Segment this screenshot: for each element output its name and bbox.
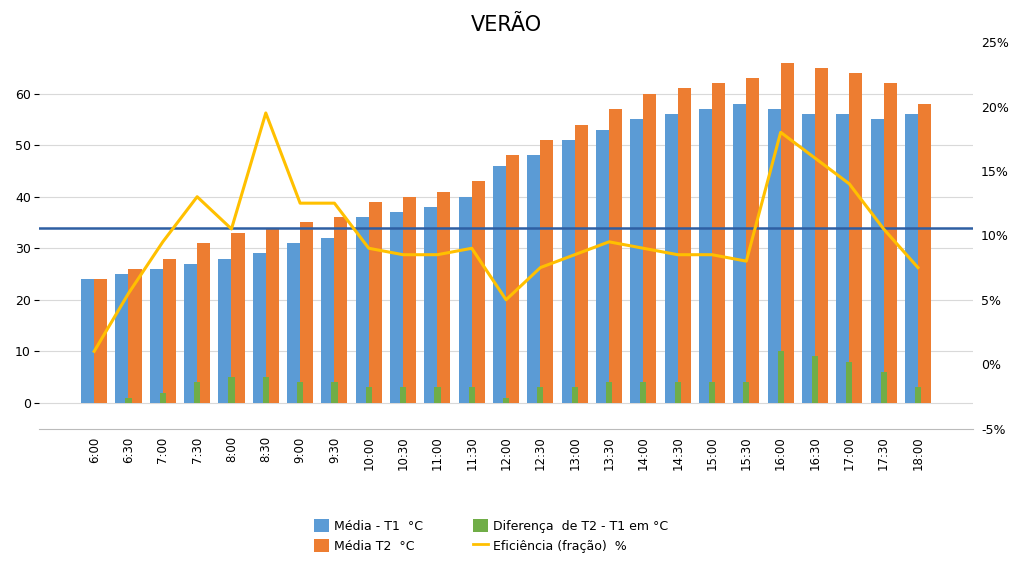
Bar xyxy=(884,83,897,403)
Bar xyxy=(918,104,931,403)
Bar xyxy=(743,382,750,403)
Bar xyxy=(506,156,519,403)
Bar xyxy=(777,351,783,403)
Bar xyxy=(643,94,656,403)
Bar xyxy=(815,68,828,403)
Bar xyxy=(403,197,416,403)
Bar xyxy=(297,382,303,403)
Bar xyxy=(437,192,451,403)
Bar xyxy=(609,109,622,403)
Bar xyxy=(870,120,884,403)
Bar xyxy=(606,382,612,403)
Bar xyxy=(390,212,403,403)
Bar xyxy=(424,207,437,403)
Bar xyxy=(574,125,588,403)
Bar xyxy=(538,387,544,403)
Bar xyxy=(228,377,234,403)
Bar xyxy=(914,387,921,403)
Bar xyxy=(125,398,132,403)
Bar xyxy=(287,243,300,403)
Bar xyxy=(733,104,746,403)
Bar xyxy=(493,166,506,403)
Bar xyxy=(263,377,269,403)
Bar xyxy=(469,387,475,403)
Bar xyxy=(905,114,918,403)
Title: VERÃO: VERÃO xyxy=(470,15,542,35)
Bar xyxy=(335,217,347,403)
Bar xyxy=(596,130,609,403)
Bar xyxy=(253,253,266,403)
Bar xyxy=(160,393,166,403)
Bar xyxy=(369,202,382,403)
Bar xyxy=(881,372,887,403)
Bar xyxy=(837,114,849,403)
Bar xyxy=(699,109,712,403)
Bar xyxy=(631,120,643,403)
Bar xyxy=(675,382,681,403)
Bar xyxy=(768,109,780,403)
Bar xyxy=(300,222,313,403)
Bar xyxy=(541,140,553,403)
Bar xyxy=(459,197,472,403)
Bar xyxy=(527,156,541,403)
Bar xyxy=(434,387,440,403)
Bar xyxy=(163,258,176,403)
Bar xyxy=(366,387,372,403)
Bar xyxy=(503,398,509,403)
Bar xyxy=(562,140,574,403)
Bar xyxy=(128,269,141,403)
Bar xyxy=(198,243,210,403)
Bar xyxy=(640,382,646,403)
Bar xyxy=(266,228,279,403)
Bar xyxy=(571,387,578,403)
Bar xyxy=(780,63,794,403)
Bar xyxy=(195,382,201,403)
Bar xyxy=(812,356,818,403)
Bar xyxy=(94,279,108,403)
Bar xyxy=(184,264,198,403)
Bar xyxy=(802,114,815,403)
Bar xyxy=(231,233,245,403)
Bar xyxy=(218,258,231,403)
Bar xyxy=(665,114,678,403)
Bar xyxy=(355,217,369,403)
Bar xyxy=(709,382,715,403)
Bar xyxy=(150,269,163,403)
Bar xyxy=(322,238,335,403)
Bar xyxy=(746,78,760,403)
Bar xyxy=(332,382,338,403)
Bar xyxy=(849,73,862,403)
Bar xyxy=(116,274,128,403)
Legend: Média - T1  °C, Média T2  °C, Diferença  de T2 - T1 em °C, Eficiência (fração)  : Média - T1 °C, Média T2 °C, Diferença de… xyxy=(309,514,674,558)
Bar xyxy=(712,83,725,403)
Bar xyxy=(81,279,94,403)
Bar xyxy=(678,89,691,403)
Bar xyxy=(472,181,484,403)
Bar xyxy=(846,362,852,403)
Bar xyxy=(400,387,407,403)
